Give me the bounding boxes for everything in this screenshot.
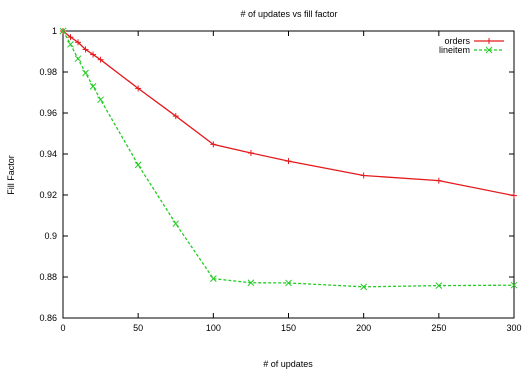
y-tick-label: 0.92: [39, 190, 57, 200]
data-point-orders: [97, 56, 104, 63]
legend-label: orders: [444, 36, 470, 46]
series-orders: [60, 28, 517, 199]
data-point-lineitem: [172, 220, 180, 228]
x-tick-label: 100: [206, 323, 221, 333]
data-point-lineitem: [134, 161, 142, 169]
series-layer: [59, 27, 518, 291]
data-point-orders: [511, 192, 517, 199]
data-point-orders: [210, 141, 217, 148]
data-point-lineitem: [209, 275, 217, 282]
data-point-orders: [285, 158, 292, 165]
series-lineitem: [59, 27, 518, 291]
data-point-lineitem: [67, 40, 74, 48]
chart-title: # of updates vs fill factor: [240, 9, 337, 19]
y-tick-label: 0.88: [39, 272, 57, 282]
y-axis-label: Fill Factor: [6, 155, 16, 195]
x-tick-label: 0: [60, 323, 65, 333]
legend-label: lineitem: [439, 45, 470, 55]
x-tick-label: 300: [506, 323, 521, 333]
data-point-orders: [135, 85, 142, 92]
axis-ticks: 0 50 100 150 200 250 300 0.86 0.88 0.9 0.92 0.94 0.9…: [39, 26, 521, 333]
data-point-orders: [67, 34, 74, 41]
data-point-orders: [360, 172, 367, 179]
data-point-lineitem: [97, 96, 104, 104]
data-point-orders: [435, 177, 442, 184]
y-tick-label: 0.9: [44, 231, 57, 241]
data-point-orders: [172, 113, 179, 120]
y-tick-label: 0.94: [39, 149, 57, 159]
data-point-lineitem: [82, 69, 89, 77]
data-point-orders: [82, 46, 89, 53]
data-point-lineitem: [510, 281, 518, 289]
x-tick-label: 200: [356, 323, 371, 333]
data-point-lineitem: [360, 283, 368, 291]
y-tick-label: 1: [52, 26, 57, 36]
data-point-lineitem: [247, 279, 255, 287]
legend-marker-orders: [486, 38, 492, 44]
data-point-orders: [75, 39, 82, 46]
x-tick-label: 150: [281, 323, 296, 333]
x-axis-label: # of updates: [263, 359, 313, 369]
x-tick-label: 50: [133, 323, 143, 333]
legend-marker-lineitem: [485, 46, 493, 54]
data-point-lineitem: [59, 27, 67, 35]
x-tick-label: 250: [431, 323, 446, 333]
data-point-orders: [247, 149, 254, 156]
data-point-orders: [90, 51, 97, 58]
data-point-lineitem: [285, 279, 292, 287]
data-point-lineitem: [89, 82, 97, 90]
data-point-lineitem: [435, 282, 443, 289]
series-line-orders: [62, 30, 515, 197]
y-tick-label: 0.96: [39, 108, 57, 118]
y-tick-label: 0.98: [39, 67, 57, 77]
plot-frame: [62, 30, 515, 319]
data-point-lineitem: [74, 55, 82, 63]
y-tick-label: 0.86: [39, 313, 57, 323]
